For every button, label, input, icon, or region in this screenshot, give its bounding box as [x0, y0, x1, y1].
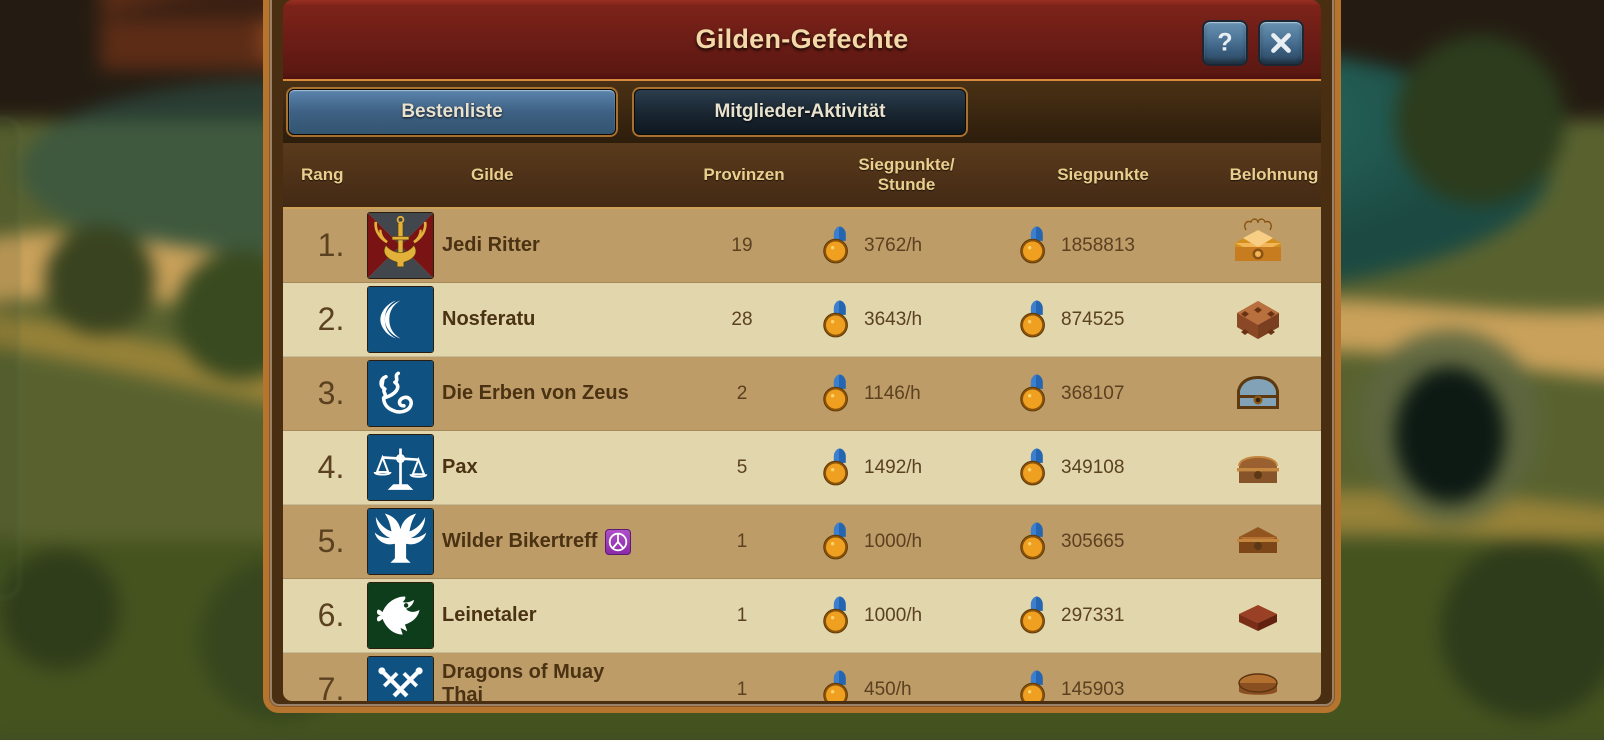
svg-text:?: ?: [1217, 30, 1232, 56]
